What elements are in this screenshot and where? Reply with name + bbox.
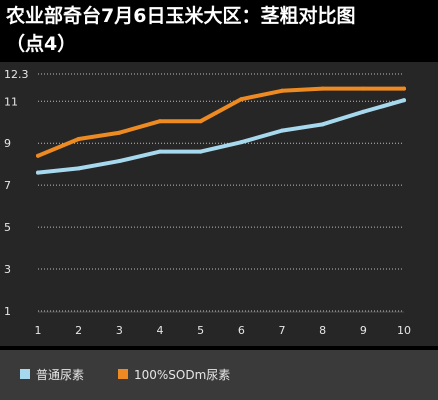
y-tick-label: 9 — [4, 137, 11, 150]
series-2-point — [76, 137, 81, 142]
legend-label-series-1: 普通尿素 — [36, 367, 85, 382]
y-tick-label: 5 — [4, 221, 11, 234]
legend-swatch-series-1 — [20, 369, 30, 379]
series-2-point — [402, 86, 406, 91]
series-2-point — [117, 130, 122, 135]
plot-panel: 1 3 5 7 9 11 12.3 1 2 3 4 5 6 7 8 9 10 — [0, 62, 438, 346]
series-1-point — [239, 140, 244, 145]
y-tick-label: 3 — [4, 263, 11, 276]
series-2-point — [280, 88, 284, 93]
x-tick-label: 6 — [238, 324, 245, 337]
x-tick-label: 10 — [397, 324, 411, 337]
legend-swatch-series-2 — [118, 369, 128, 379]
series-1-point — [76, 166, 81, 171]
x-tick-label: 2 — [75, 324, 82, 337]
legend: 普通尿素 100%SODm尿素 — [0, 350, 438, 400]
series-1-point — [361, 109, 366, 114]
series-1-point — [158, 149, 162, 154]
series-2-point — [36, 153, 40, 158]
chart-title-line-1: 农业部奇台7月6日玉米大区：茎粗对比图 — [6, 5, 356, 27]
x-tick-label: 8 — [319, 324, 326, 337]
y-tick-label: 7 — [4, 179, 11, 192]
series-line-2 — [36, 86, 406, 158]
x-tick-label: 1 — [35, 324, 42, 337]
series-line-1 — [36, 98, 406, 175]
series-1-point — [320, 122, 325, 127]
chart-title: 农业部奇台7月6日玉米大区：茎粗对比图 （点4） — [6, 2, 432, 58]
x-tick-label: 7 — [279, 324, 286, 337]
series-2-point — [239, 97, 244, 102]
x-tick-label: 5 — [197, 324, 204, 337]
series-2-point — [198, 119, 203, 124]
legend-item-series-1[interactable]: 普通尿素 — [20, 367, 85, 382]
legend-label-series-2: 100%SODm尿素 — [134, 367, 231, 382]
series-2-point — [320, 86, 325, 91]
x-tick-label: 4 — [157, 324, 164, 337]
y-tick-label: 1 — [4, 305, 11, 318]
series-2-point — [361, 86, 366, 91]
y-tick-label: 12.3 — [4, 68, 29, 81]
x-tick-label: 9 — [360, 324, 367, 337]
series-1-point — [198, 149, 203, 154]
series-1-point — [402, 98, 406, 103]
line-chart: 1 3 5 7 9 11 12.3 1 2 3 4 5 6 7 8 9 10 — [4, 68, 411, 337]
series-2-point — [158, 119, 162, 124]
y-tick-label: 11 — [4, 95, 18, 108]
series-1-point — [117, 159, 122, 164]
chart-title-line-2: （点4） — [6, 33, 77, 55]
x-tick-label: 3 — [116, 324, 123, 337]
series-1-point — [36, 170, 40, 175]
legend-item-series-2[interactable]: 100%SODm尿素 — [118, 367, 231, 382]
series-1-point — [280, 128, 284, 133]
